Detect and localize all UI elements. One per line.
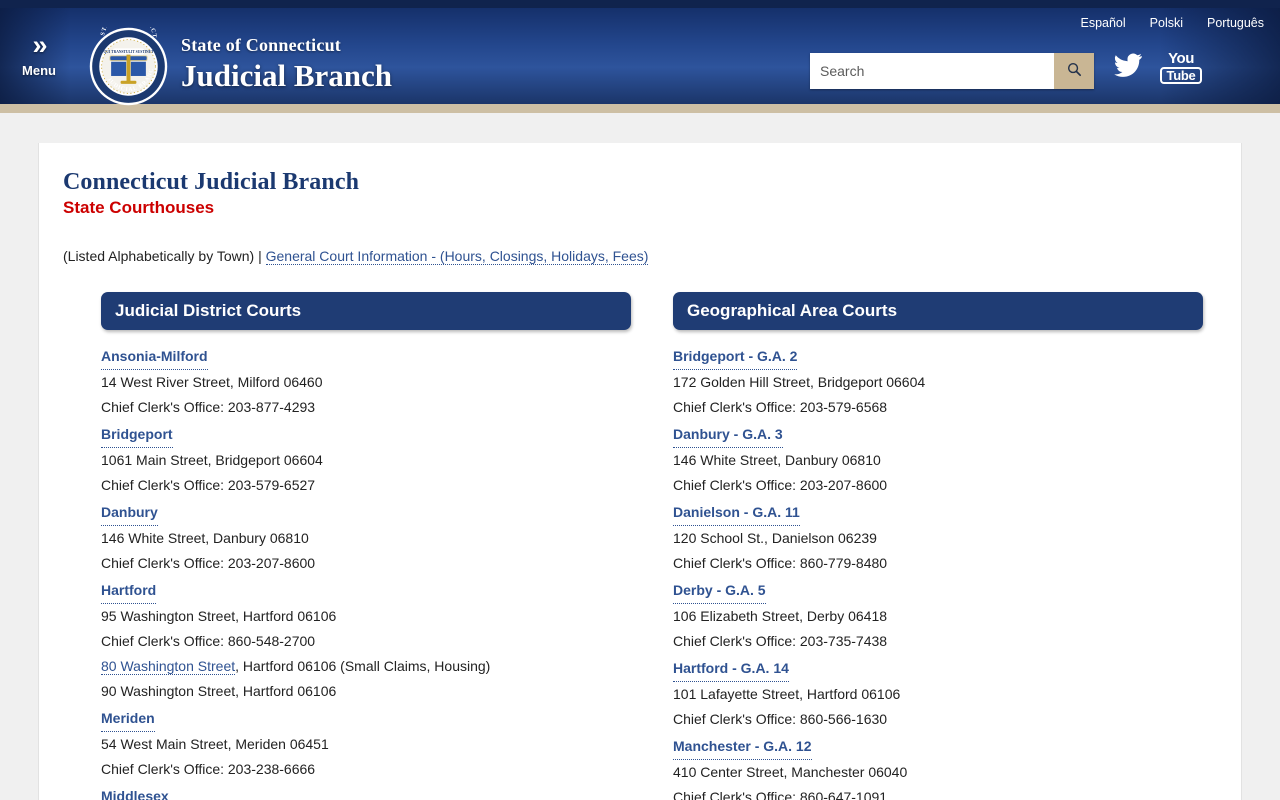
court-entry: Manchester - G.A. 12 410 Center Street, M… — [673, 734, 1203, 800]
youtube-text-bottom: Tube — [1160, 67, 1202, 84]
search-submit-button[interactable] — [1054, 53, 1094, 89]
court-name-link[interactable]: Bridgeport - G.A. 2 — [673, 344, 798, 370]
court-detail-line: 146 White Street, Danbury 06810 — [101, 530, 309, 546]
content-card: Connecticut Judicial Branch State Courth… — [38, 143, 1242, 800]
court-detail-line: 14 West River Street, Milford 06460 — [101, 374, 323, 390]
social-links: You Tube — [1110, 50, 1202, 85]
court-name-link[interactable]: Derby - G.A. 5 — [673, 578, 766, 604]
court-detail-line: 410 Center Street, Manchester 06040 — [673, 764, 908, 780]
section-header-geographical-area-courts: Geographical Area Courts — [673, 292, 1203, 330]
court-detail-text: , Hartford 06106 (Small Claims, Housing) — [235, 658, 491, 674]
brand-line-state: State of Connecticut — [181, 35, 341, 55]
court-list-geographical-area: Bridgeport - G.A. 2 172 Golden Hill Stree… — [673, 344, 1203, 800]
court-detail-line: Chief Clerk's Office: 203-579-6527 — [101, 477, 316, 493]
section-header-judicial-district-courts: Judicial District Courts — [101, 292, 631, 330]
court-detail-line: 95 Washington Street, Hartford 06106 — [101, 608, 337, 624]
court-name-link[interactable]: Hartford - G.A. 14 — [673, 656, 789, 682]
court-detail-line: Chief Clerk's Office: 860-548-2700 — [101, 633, 316, 649]
search-box — [810, 53, 1094, 89]
court-columns: Judicial District Courts Ansonia-Milford… — [63, 292, 1217, 800]
double-chevron-right-icon: » — [32, 30, 47, 60]
listing-note-prefix: (Listed Alphabetically by Town) | — [63, 248, 266, 264]
court-entry: Danbury - G.A. 3 146 White Street, Danbur… — [673, 422, 1203, 498]
court-entry: Bridgeport - G.A. 2 172 Golden Hill Stree… — [673, 344, 1203, 420]
court-detail-line: Chief Clerk's Office: 860-566-1630 — [673, 711, 888, 727]
court-entry: Ansonia-Milford 14 West River Street, Mil… — [101, 344, 631, 420]
court-detail-line: 120 School St., Danielson 06239 — [673, 530, 877, 546]
court-detail-line: Chief Clerk's Office: 860-647-1091 — [673, 789, 888, 800]
listing-note: (Listed Alphabetically by Town) | Genera… — [63, 248, 1217, 265]
court-detail-line: Chief Clerk's Office: 203-207-8600 — [101, 555, 316, 571]
court-detail-line: Chief Clerk's Office: 203-735-7438 — [673, 633, 888, 649]
language-link-portugues[interactable]: Português — [1207, 16, 1264, 30]
court-name-link[interactable]: Middlesex — [101, 784, 169, 800]
site-header: » Menu STATE OF CONNECTICUT JUDICIAL BRA… — [0, 8, 1280, 106]
court-detail-line: 80 Washington Street, Hartford 06106 (Sm… — [101, 654, 631, 679]
court-address-link[interactable]: 80 Washington Street — [101, 658, 236, 675]
court-detail-line: 54 West Main Street, Meriden 06451 — [101, 736, 329, 752]
court-detail-line: Chief Clerk's Office: 203-877-4293 — [101, 399, 316, 415]
court-detail-line: 1061 Main Street, Bridgeport 06604 — [101, 452, 323, 468]
court-entry: Hartford 95 Washington Street, Hartford 0… — [101, 578, 631, 704]
language-link-polski[interactable]: Polski — [1149, 16, 1184, 30]
court-detail-line: 90 Washington Street, Hartford 06106 — [101, 683, 337, 699]
court-detail-line: 101 Lafayette Street, Hartford 06106 — [673, 686, 901, 702]
menu-toggle-label: Menu — [22, 63, 56, 78]
court-name-link[interactable]: Manchester - G.A. 12 — [673, 734, 812, 760]
brand-line-judicial-branch: Judicial Branch — [181, 58, 393, 93]
court-detail-line: 106 Elizabeth Street, Derby 06418 — [673, 608, 888, 624]
court-name-link[interactable]: Danbury — [101, 500, 158, 526]
court-entry: Danbury 146 White Street, Danbury 06810 Ch… — [101, 500, 631, 576]
court-entry: Hartford - G.A. 14 101 Lafayette Street, … — [673, 656, 1203, 732]
court-entry: Derby - G.A. 5 106 Elizabeth Street, Derb… — [673, 578, 1203, 654]
menu-toggle-button[interactable]: » Menu — [8, 30, 70, 79]
court-name-link[interactable]: Danielson - G.A. 11 — [673, 500, 800, 526]
search-input[interactable] — [810, 53, 1054, 89]
page-subtitle: State Courthouses — [63, 198, 215, 217]
search-icon — [1066, 61, 1083, 81]
court-entry: Middlesex1 Court Street, Middletown 0645… — [101, 784, 631, 800]
court-entry: Meriden 54 West Main Street, Meriden 0645… — [101, 706, 631, 782]
youtube-icon[interactable]: You Tube — [1160, 51, 1202, 84]
youtube-text-top: You — [1168, 50, 1194, 67]
court-name-link[interactable]: Danbury - G.A. 3 — [673, 422, 783, 448]
court-detail-line: Chief Clerk's Office: 203-238-6666 — [101, 761, 316, 777]
brand-title: State of Connecticut Judicial Branch — [181, 34, 392, 95]
state-seal-logo: STATE OF CONNECTICUT JUDICIAL BRANCH QUI… — [86, 10, 168, 106]
column-judicial-district-courts: Judicial District Courts Ansonia-Milford… — [101, 292, 631, 800]
language-link-espanol[interactable]: Español — [1080, 16, 1126, 30]
column-geographical-area-courts: Geographical Area Courts Bridgeport - G.… — [673, 292, 1203, 800]
court-entry: Danielson - G.A. 11 120 School St., Danie… — [673, 500, 1203, 576]
tan-divider — [0, 104, 1280, 113]
court-name-link[interactable]: Bridgeport — [101, 422, 173, 448]
language-links: Español Polski Português — [1080, 16, 1264, 30]
court-detail-line: Chief Clerk's Office: 860-779-8480 — [673, 555, 888, 571]
twitter-icon[interactable] — [1110, 50, 1146, 85]
court-detail-line: Chief Clerk's Office: 203-579-6568 — [673, 399, 888, 415]
page-title: Connecticut Judicial Branch — [63, 169, 360, 195]
court-name-link[interactable]: Meriden — [101, 706, 155, 732]
court-detail-line: 146 White Street, Danbury 06810 — [673, 452, 881, 468]
svg-text:QUI TRANSTULIT SUSTINET: QUI TRANSTULIT SUSTINET — [103, 50, 154, 54]
court-name-link[interactable]: Ansonia-Milford — [101, 344, 208, 370]
court-list-judicial-district: Ansonia-Milford 14 West River Street, Mil… — [101, 344, 631, 800]
court-detail-line: Chief Clerk's Office: 203-207-8600 — [673, 477, 888, 493]
court-name-link[interactable]: Hartford — [101, 578, 157, 604]
court-detail-line: 172 Golden Hill Street, Bridgeport 06604 — [673, 374, 926, 390]
top-navy-strip — [0, 0, 1280, 8]
page-background: Connecticut Judicial Branch State Courth… — [0, 113, 1280, 800]
general-court-information-link[interactable]: General Court Information - (Hours, Clos… — [265, 248, 649, 265]
court-entry: Bridgeport 1061 Main Street, Bridgeport 0… — [101, 422, 631, 498]
